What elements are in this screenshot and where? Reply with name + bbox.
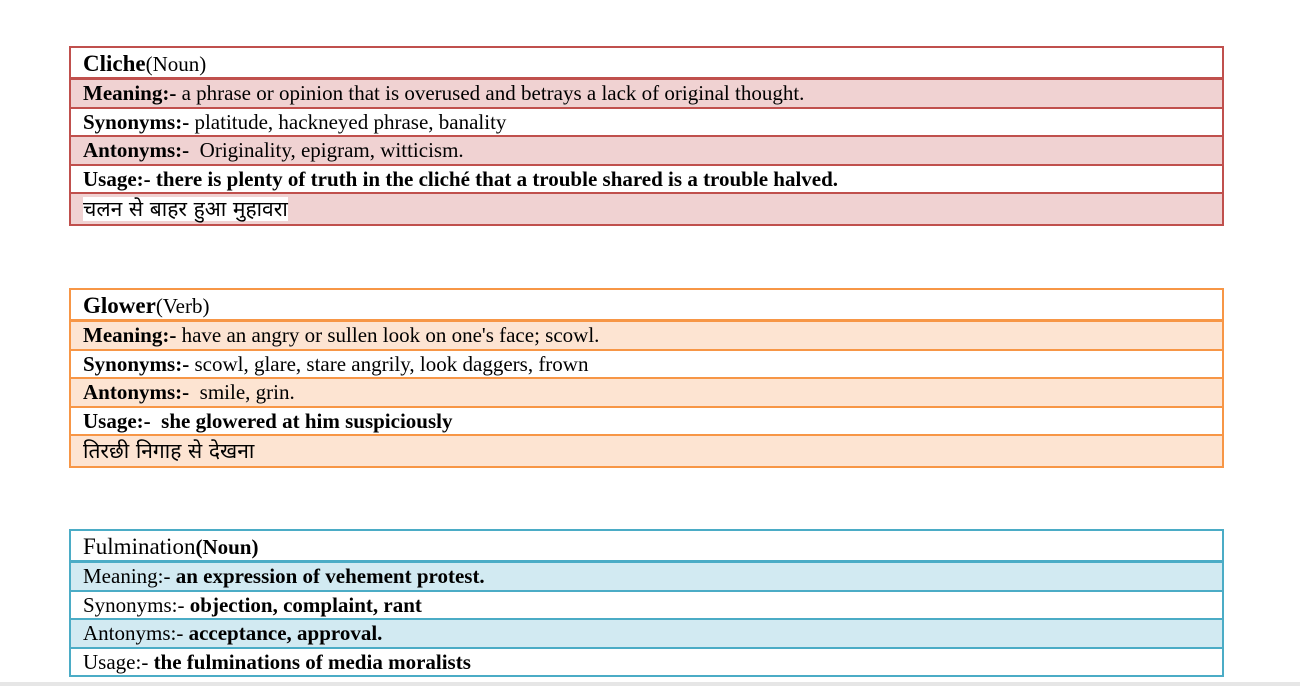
- part-of-speech: (Noun): [145, 52, 207, 76]
- word-title: Fulmination: [83, 534, 196, 559]
- antonyms-row: Antonyms:- smile, grin.: [71, 377, 1222, 406]
- word-card-cliche: Cliche(Noun) Meaning:- a phrase or opini…: [69, 46, 1224, 226]
- part-of-speech: (Noun): [195, 535, 259, 559]
- usage-row: Usage:- the fulminations of media morali…: [71, 646, 1222, 677]
- synonyms-row: Synonyms:- scowl, glare, stare angrily, …: [71, 348, 1222, 378]
- word-heading: Cliche(Noun): [71, 48, 1222, 80]
- synonyms-label: Synonyms:-: [83, 592, 185, 617]
- meaning-label: Meaning:-: [83, 81, 177, 105]
- antonyms-label: Antonyms:-: [83, 380, 190, 404]
- word-heading: Glower(Verb): [71, 290, 1222, 322]
- meaning-row: Meaning:- a phrase or opinion that is ov…: [71, 80, 1222, 107]
- antonyms-label: Antonyms:-: [83, 621, 184, 645]
- word-title: Cliche: [83, 51, 146, 76]
- synonyms-text: objection, complaint, rant: [184, 592, 422, 617]
- antonyms-text: acceptance, approval.: [183, 621, 383, 645]
- synonyms-text: scowl, glare, stare angrily, look dagger…: [189, 351, 589, 376]
- word-heading: Fulmination(Noun): [71, 531, 1222, 563]
- meaning-row: Meaning:- an expression of vehement prot…: [71, 563, 1222, 590]
- usage-row: Usage:- she glowered at him suspiciously: [71, 405, 1222, 435]
- word-card-fulmination: Fulmination(Noun) Meaning:- an expressio…: [69, 529, 1224, 677]
- synonyms-label: Synonyms:-: [83, 351, 190, 376]
- word-title: Glower: [83, 293, 156, 318]
- usage-label: Usage:-: [83, 408, 151, 433]
- part-of-speech: (Verb): [155, 294, 210, 318]
- meaning-text: have an angry or sullen look on one's fa…: [176, 323, 600, 347]
- horizontal-scrollbar[interactable]: [0, 682, 1300, 686]
- hindi-row: तिरछी निगाह से देखना: [71, 434, 1222, 466]
- usage-text: the fulminations of media moralists: [148, 649, 471, 674]
- usage-text: there is plenty of truth in the cliché t…: [150, 166, 839, 191]
- usage-text: she glowered at him suspiciously: [150, 408, 453, 433]
- meaning-text: an expression of vehement protest.: [170, 564, 485, 588]
- synonyms-label: Synonyms:-: [83, 109, 190, 134]
- usage-row: Usage:- there is plenty of truth in the …: [71, 163, 1222, 193]
- antonyms-label: Antonyms:-: [83, 138, 190, 162]
- meaning-label: Meaning:-: [83, 323, 177, 347]
- meaning-text: a phrase or opinion that is overused and…: [176, 81, 805, 105]
- meaning-row: Meaning:- have an angry or sullen look o…: [71, 322, 1222, 349]
- meaning-label: Meaning:-: [83, 564, 171, 588]
- antonyms-row: Antonyms:- Originality, epigram, wittici…: [71, 135, 1222, 164]
- antonyms-text: Originality, epigram, witticism.: [189, 138, 464, 162]
- synonyms-row: Synonyms:- platitude, hackneyed phrase, …: [71, 106, 1222, 136]
- usage-label: Usage:-: [83, 649, 149, 674]
- antonyms-row: Antonyms:- acceptance, approval.: [71, 618, 1222, 647]
- hindi-row: चलन से बाहर हुआ मुहावरा: [71, 192, 1222, 224]
- word-card-glower: Glower(Verb) Meaning:- have an angry or …: [69, 288, 1224, 468]
- hindi-meaning: तिरछी निगाह से देखना: [83, 439, 255, 463]
- usage-label: Usage:-: [83, 166, 151, 191]
- synonyms-text: platitude, hackneyed phrase, banality: [189, 109, 507, 134]
- hindi-meaning: चलन से बाहर हुआ मुहावरा: [83, 197, 288, 221]
- antonyms-text: smile, grin.: [189, 380, 295, 404]
- synonyms-row: Synonyms:- objection, complaint, rant: [71, 589, 1222, 619]
